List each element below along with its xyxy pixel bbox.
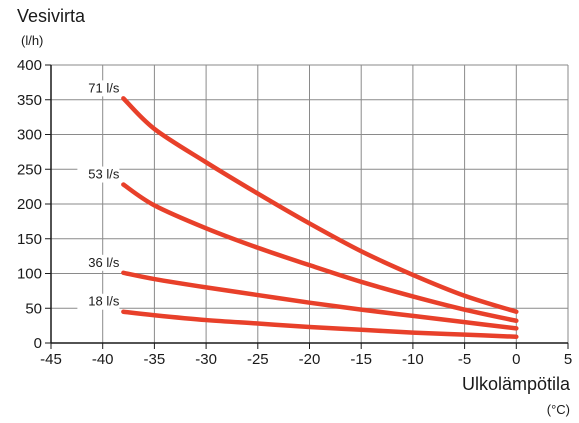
x-tick-label: -30 — [195, 351, 217, 368]
x-tick-label: -5 — [458, 351, 471, 368]
x-axis-unit: (°C) — [546, 402, 570, 417]
y-tick-label: 250 — [17, 161, 42, 178]
x-tick-label: -40 — [92, 351, 114, 368]
y-tick-label: 300 — [17, 127, 42, 144]
y-tick-label: 50 — [25, 300, 42, 317]
x-tick-label: -15 — [350, 351, 372, 368]
y-tick-label: 0 — [34, 335, 42, 352]
y-tick-label: 150 — [17, 231, 42, 248]
y-axis-title: Vesivirta — [17, 6, 86, 26]
series-label: 36 l/s — [88, 255, 120, 270]
y-tick-label: 400 — [17, 57, 42, 74]
x-tick-label: -35 — [144, 351, 166, 368]
y-tick-label: 350 — [17, 92, 42, 109]
x-tick-label: -25 — [247, 351, 269, 368]
x-tick-label: -20 — [299, 351, 321, 368]
series-label: 71 l/s — [88, 80, 120, 95]
series-label-background — [77, 80, 120, 97]
series-label: 53 l/s — [88, 167, 120, 182]
y-axis-unit: (l/h) — [21, 33, 44, 48]
series-label-background — [77, 254, 120, 271]
series-line — [121, 270, 519, 331]
series-line — [121, 309, 519, 339]
series-line — [121, 182, 519, 324]
series-line — [121, 96, 519, 314]
x-tick-label: 0 — [512, 351, 520, 368]
x-axis-title: Ulkolämpötila — [461, 374, 570, 394]
x-tick-label: -10 — [402, 351, 424, 368]
series-label: 18 l/s — [88, 294, 120, 309]
y-tick-label: 200 — [17, 196, 42, 213]
series-label-background — [77, 293, 120, 310]
series-label-background — [77, 166, 120, 183]
x-tick-label: -45 — [40, 351, 62, 368]
y-tick-label: 100 — [17, 266, 42, 283]
x-tick-label: 5 — [564, 351, 572, 368]
